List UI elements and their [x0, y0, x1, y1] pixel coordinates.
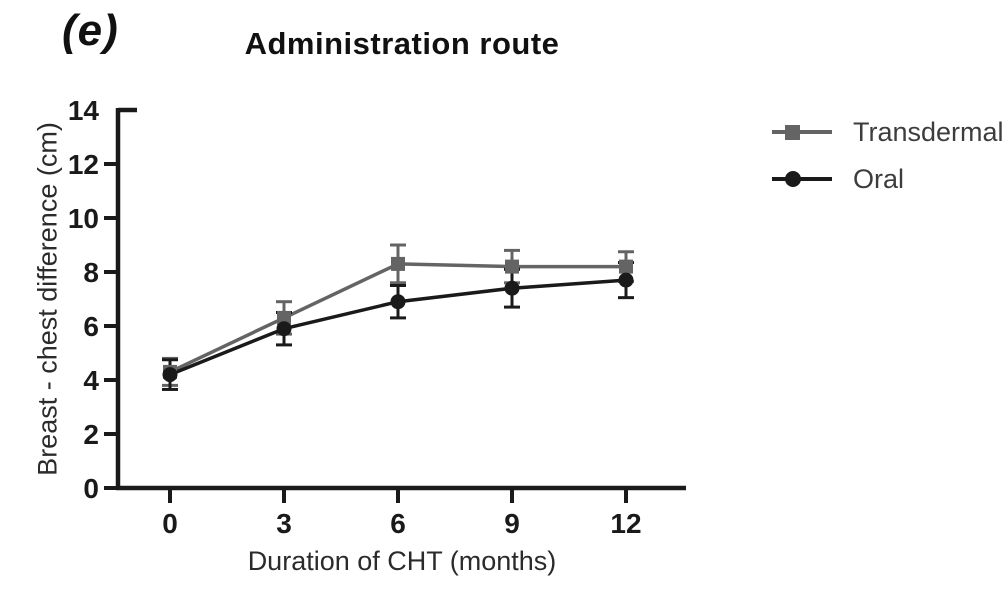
data-point-circle	[618, 272, 634, 288]
square-marker-icon	[772, 125, 832, 140]
data-point-square	[505, 259, 519, 274]
circle-marker-icon	[772, 171, 832, 187]
y-tick-label: 2	[83, 419, 99, 450]
y-axis-title: Breast - chest difference (cm)	[32, 122, 63, 476]
y-tick-label: 0	[83, 473, 99, 504]
legend-item-transdermal: Transdermal	[770, 112, 1004, 152]
x-axis-title: Duration of CHT (months)	[247, 546, 557, 576]
data-point-square	[391, 256, 405, 271]
legend: Transdermal Oral	[770, 112, 1004, 206]
y-tick-label: 12	[68, 149, 99, 180]
data-point-square	[619, 259, 633, 274]
chart-title: Administration route	[244, 26, 560, 61]
y-tick-label: 14	[68, 95, 100, 126]
y-tick-label: 6	[83, 311, 99, 342]
data-point-circle	[276, 321, 292, 337]
x-tick-label: 3	[276, 508, 292, 539]
x-tick-label: 6	[390, 508, 406, 539]
data-point-square	[277, 310, 291, 325]
x-tick-label: 12	[610, 508, 641, 539]
y-tick-label: 10	[68, 203, 99, 234]
x-tick-label: 0	[162, 508, 178, 539]
data-point-circle	[390, 294, 406, 310]
legend-label-transdermal: Transdermal	[853, 116, 1004, 147]
data-point-circle	[162, 367, 178, 383]
data-point-circle	[504, 280, 520, 296]
x-tick-label: 9	[504, 508, 520, 539]
y-tick-label: 8	[83, 257, 99, 288]
panel-label: (e)	[62, 6, 119, 55]
legend-label-oral: Oral	[853, 163, 905, 194]
y-tick-label: 4	[83, 365, 99, 396]
legend-item-oral: Oral	[770, 159, 1004, 199]
